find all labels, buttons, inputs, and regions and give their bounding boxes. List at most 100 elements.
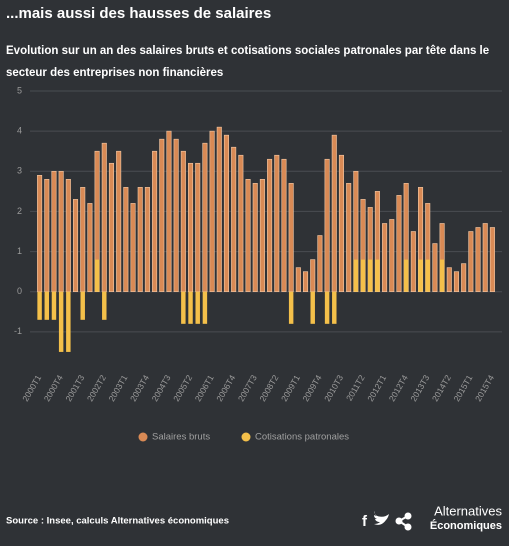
bar [159,138,165,293]
bar [188,162,194,293]
bar [332,291,337,324]
bar [181,291,186,324]
bar [252,183,258,293]
x-tick-label: 2000T1 [20,373,43,403]
x-tick-label: 2002T2 [85,373,108,403]
bar [453,271,459,293]
bar [482,223,488,293]
bar [238,154,244,293]
twitter-icon[interactable] [374,511,389,525]
bar [44,179,50,293]
bar [396,195,402,293]
bar [94,259,100,292]
x-tick-label: 2006T1 [193,373,216,403]
x-tick-label: 2004T3 [150,373,173,403]
x-tick-label: 2015T4 [473,373,496,403]
bar [446,267,452,293]
x-tick-label: 2015T1 [451,373,474,403]
bar [425,259,430,292]
x-tick-label: 2000T4 [42,373,65,403]
bar [410,231,416,293]
bar [324,291,330,324]
bar [223,134,229,293]
bar [281,158,287,293]
bar [209,130,215,293]
bar [382,223,388,293]
source: Source : Insee, calculs Alternatives éco… [6,516,229,527]
bar [346,183,352,293]
bar [116,150,122,293]
bar [360,259,366,292]
brand-line-1: Alternatives [434,503,502,518]
x-tick-label: 2003T4 [128,373,151,403]
bar [195,291,200,324]
bar [389,219,395,293]
bar [367,259,373,292]
y-tick-label: 4 [17,126,22,136]
x-tick-label: 2013T3 [408,373,431,403]
x-tick-label: 2010T3 [322,373,345,403]
bar [51,291,57,320]
bar [66,291,71,352]
x-tick-label: 2007T3 [236,373,259,403]
bar [274,154,280,293]
bar [80,291,85,320]
x-tick-label: 2011T2 [344,373,367,403]
x-tick-label: 2008T2 [257,373,280,403]
bar [288,291,294,324]
bar [303,271,309,293]
bar [295,267,301,293]
share-icon[interactable] [395,512,412,531]
bar [152,150,158,293]
y-tick-label: 5 [17,85,22,95]
bar [324,158,330,293]
bar [461,263,467,293]
bar [489,227,495,293]
y-tick-label: 0 [17,286,22,296]
bar [44,291,50,320]
bar [73,199,79,293]
bar [216,126,222,293]
bar [166,130,172,293]
bar [375,259,380,292]
bar [331,134,337,293]
bar [58,291,64,352]
bar [288,183,294,293]
bar [123,187,129,293]
legend-swatch [138,432,148,442]
bar [403,259,409,292]
x-tick-label: 2009T4 [301,373,324,403]
bar [231,146,237,293]
bar [37,175,43,293]
bar [353,259,359,292]
y-tick-label: 2 [17,206,22,216]
bar [58,170,64,293]
bar [188,291,193,324]
bar [51,170,57,293]
bar [87,203,93,293]
y-tick-label: -1 [14,326,22,336]
y-tick-label: 1 [17,246,22,256]
chart-title: ...mais aussi des hausses de salaires [6,5,271,22]
legend-swatch [241,432,251,442]
x-tick-label: 2014T2 [430,373,453,403]
bar [267,158,273,293]
bar [432,243,438,293]
bar [65,179,71,293]
x-tick-label: 2009T1 [279,373,302,403]
x-tick-label: 2006T4 [214,373,237,403]
facebook-icon[interactable]: f [362,513,368,530]
bar [102,291,107,320]
bar [310,291,315,324]
bar [310,259,316,293]
bar [108,162,114,293]
bar [317,235,323,293]
x-tick-label: 2012T4 [387,373,410,403]
bar [338,154,344,293]
bar [468,231,474,293]
x-tick-label: 2003T1 [106,373,129,403]
x-tick-label: 2001T3 [63,373,86,403]
bar [418,259,423,292]
